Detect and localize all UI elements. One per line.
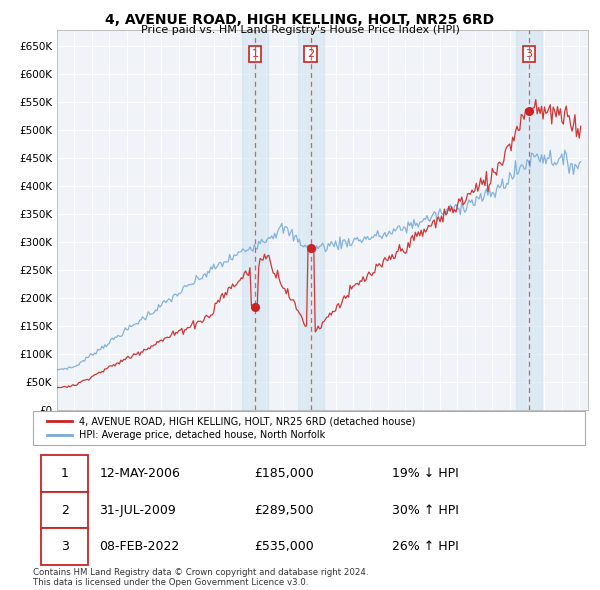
Text: 31-JUL-2009: 31-JUL-2009 [99, 503, 176, 517]
Text: £185,000: £185,000 [254, 467, 314, 480]
Text: 2: 2 [61, 503, 69, 517]
FancyBboxPatch shape [41, 529, 88, 565]
Text: 26% ↑ HPI: 26% ↑ HPI [392, 540, 458, 553]
Text: £289,500: £289,500 [254, 503, 313, 517]
Bar [298, 30, 324, 410]
Text: 08-FEB-2022: 08-FEB-2022 [99, 540, 179, 553]
Text: 30% ↑ HPI: 30% ↑ HPI [392, 503, 458, 517]
Bar [242, 30, 268, 410]
Text: Contains HM Land Registry data © Crown copyright and database right 2024.
This d: Contains HM Land Registry data © Crown c… [33, 568, 368, 587]
Text: 3: 3 [526, 49, 532, 59]
Text: 1: 1 [251, 49, 259, 59]
Text: Price paid vs. HM Land Registry's House Price Index (HPI): Price paid vs. HM Land Registry's House … [140, 25, 460, 35]
Text: 2: 2 [307, 49, 314, 59]
Text: £535,000: £535,000 [254, 540, 314, 553]
Bar [516, 30, 542, 410]
Legend: 4, AVENUE ROAD, HIGH KELLING, HOLT, NR25 6RD (detached house), HPI: Average pric: 4, AVENUE ROAD, HIGH KELLING, HOLT, NR25… [43, 412, 419, 444]
Text: 1: 1 [61, 467, 69, 480]
Text: 19% ↓ HPI: 19% ↓ HPI [392, 467, 458, 480]
Text: 4, AVENUE ROAD, HIGH KELLING, HOLT, NR25 6RD: 4, AVENUE ROAD, HIGH KELLING, HOLT, NR25… [106, 13, 494, 27]
FancyBboxPatch shape [41, 455, 88, 491]
FancyBboxPatch shape [41, 491, 88, 529]
Text: 12-MAY-2006: 12-MAY-2006 [99, 467, 180, 480]
Text: 3: 3 [61, 540, 69, 553]
